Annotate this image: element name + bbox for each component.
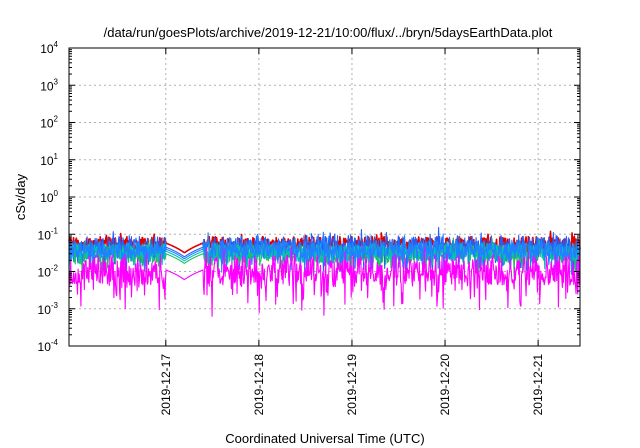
- x-tick-label: 2019-12-21: [531, 354, 545, 416]
- x-axis: 2019-12-17 2019-12-18 2019-12-19 2019-12-20…: [159, 48, 545, 415]
- chart-title: /data/run/goesPlots/archive/2019-12-21/1…: [104, 25, 553, 40]
- y-tick-label: 10-4: [38, 338, 59, 354]
- y-tick-label: 10-3: [38, 301, 59, 317]
- y-tick-label: 100: [40, 189, 58, 205]
- y-tick-label: 10-1: [38, 226, 59, 242]
- x-tick-label: 2019-12-19: [345, 354, 359, 416]
- x-tick-label: 2019-12-17: [159, 354, 173, 416]
- y-tick-label: 102: [40, 115, 58, 131]
- y-tick-label: 104: [40, 40, 58, 56]
- y-axis: 10-4 10-3 10-2 10-1 100 101 102 103 104: [38, 40, 580, 354]
- x-axis-label: Coordinated Universal Time (UTC): [225, 431, 424, 446]
- y-tick-label: 103: [40, 77, 58, 93]
- x-tick-label: 2019-12-18: [252, 354, 266, 416]
- series-layer: [68, 227, 581, 317]
- series-line: [68, 245, 581, 317]
- y-tick-label: 10-2: [38, 264, 59, 280]
- x-tick-label: 2019-12-20: [438, 354, 452, 416]
- y-axis-label: cSv/day: [13, 173, 28, 220]
- series-line: [68, 231, 581, 275]
- y-tick-label: 101: [40, 152, 58, 168]
